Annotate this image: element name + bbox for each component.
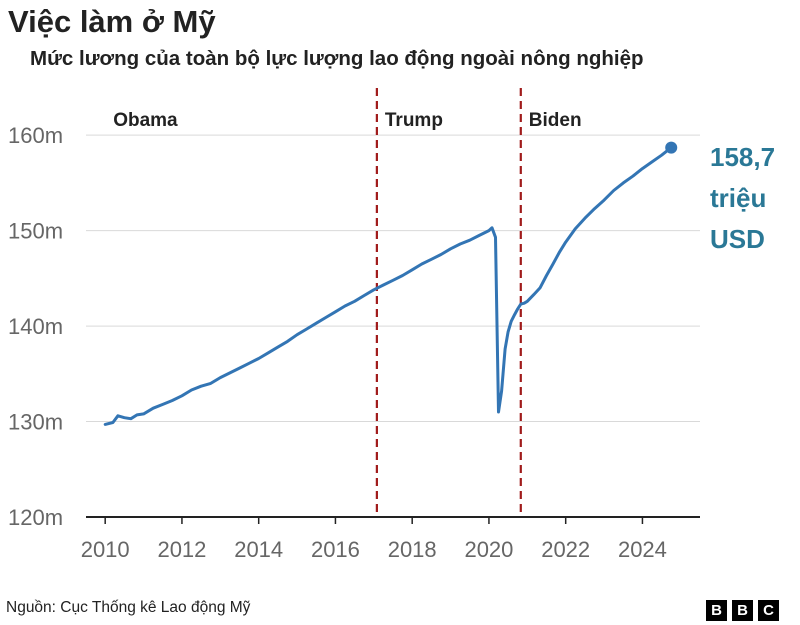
x-tick-label: 2020 bbox=[464, 537, 513, 562]
source-note: Nguồn: Cục Thống kê Lao động Mỹ bbox=[6, 599, 251, 616]
bbc-logo-letter: B bbox=[732, 600, 753, 621]
y-tick-label: 120m bbox=[8, 505, 63, 530]
x-tick-label: 2012 bbox=[157, 537, 206, 562]
x-tick-label: 2014 bbox=[234, 537, 283, 562]
series-lines bbox=[103, 146, 673, 426]
end-value-label: 158,7 bbox=[710, 142, 775, 172]
era-label: Trump bbox=[385, 110, 443, 131]
chart-subtitle: Mức lương của toàn bộ lực lượng lao động… bbox=[30, 47, 644, 70]
y-tick-label: 140m bbox=[8, 314, 63, 339]
bbc-logo-letter: B bbox=[706, 600, 727, 621]
x-tick-label: 2010 bbox=[81, 537, 130, 562]
gridlines bbox=[86, 134, 700, 423]
era-labels: Obama Trump Biden bbox=[113, 110, 581, 131]
era-dividers bbox=[375, 88, 522, 517]
y-tick-label: 160m bbox=[8, 123, 63, 148]
series-line bbox=[103, 146, 673, 426]
x-tick-label: 2024 bbox=[618, 537, 667, 562]
x-tick-label: 2018 bbox=[388, 537, 437, 562]
x-tick-label: 2022 bbox=[541, 537, 590, 562]
bbc-logo: B B C bbox=[706, 600, 779, 621]
end-annotation: 158,7 triệu USD bbox=[665, 141, 775, 254]
x-tick-label: 2016 bbox=[311, 537, 360, 562]
axes: 120m 130m 140m 150m 160m 2010 2012 2014 2016 2018… bbox=[8, 123, 700, 562]
line-chart: Obama Trump Biden 120m 130m 140m 150m 160m 2010… bbox=[8, 88, 775, 562]
end-value-label: USD bbox=[710, 224, 765, 254]
y-tick-label: 150m bbox=[8, 219, 63, 244]
y-tick-label: 130m bbox=[8, 410, 63, 435]
era-label: Obama bbox=[113, 110, 178, 131]
bbc-logo-letter: C bbox=[758, 600, 779, 621]
era-label: Biden bbox=[529, 110, 582, 131]
end-point-marker bbox=[665, 141, 678, 154]
end-value-label: triệu bbox=[710, 183, 766, 213]
chart-title: Việc làm ở Mỹ bbox=[8, 4, 216, 39]
